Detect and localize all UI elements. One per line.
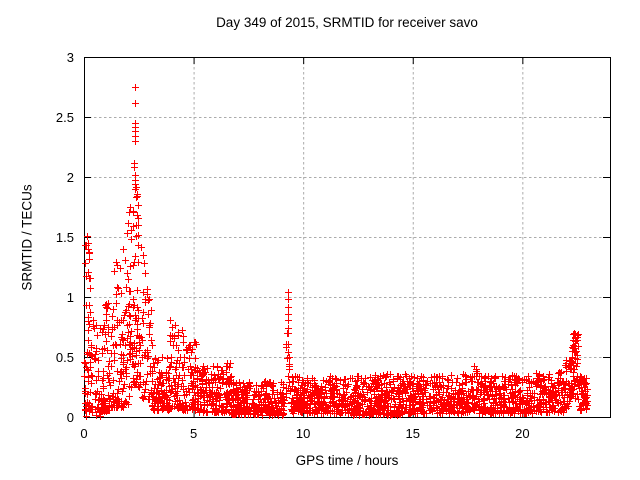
x-axis-label: GPS time / hours (295, 453, 399, 468)
chart-title: Day 349 of 2015, SRMTID for receiver sav… (216, 15, 478, 30)
x-tick-label: 0 (80, 426, 88, 441)
x-tick-label: 5 (189, 426, 198, 441)
y-tick-label: 3 (66, 50, 74, 65)
y-tick-label: 0.5 (55, 350, 74, 365)
y-tick-label: 1.5 (55, 230, 74, 245)
x-tick-label: 15 (405, 426, 420, 441)
y-tick-label: 2.5 (55, 110, 74, 125)
x-tick-label: 20 (515, 426, 530, 441)
y-tick-label: 1 (66, 290, 74, 305)
y-tick-label: 2 (66, 170, 74, 185)
y-tick-label: 0 (66, 410, 74, 425)
x-tick-label: 10 (295, 426, 311, 441)
